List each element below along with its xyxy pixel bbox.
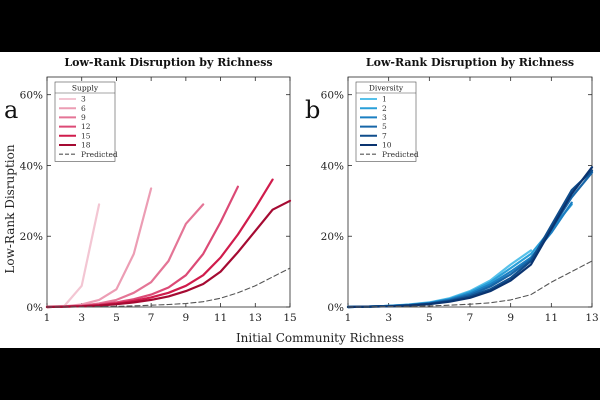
legend-entry-label: 1: [382, 95, 387, 104]
legend-entry-label: 9: [81, 113, 86, 122]
legend-entry-label: 12: [81, 122, 91, 131]
figure-panel: Low-Rank Disruption Initial Community Ri…: [0, 52, 600, 348]
y-tick-label: 20%: [321, 231, 344, 243]
y-axis-label: Low-Rank Disruption: [3, 144, 17, 273]
x-tick-label: 1: [44, 312, 51, 324]
y-tick-label: 0%: [26, 302, 43, 314]
chart-panel-b: Low-Rank Disruption by Richness b 0% 20% 40%…: [305, 56, 599, 324]
legend-title: Supply: [72, 84, 99, 93]
x-tick-label: 7: [467, 312, 474, 324]
series-line-12: [45, 185, 239, 309]
y-tick-label: 40%: [20, 160, 43, 172]
chart-panel-a: Low-Rank Disruption by Richness a 0% 20% 40%…: [4, 56, 297, 324]
series-line-10: [346, 166, 594, 309]
x-tick-label: 13: [585, 312, 598, 324]
series-line-9: [45, 203, 205, 309]
series-line-5: [346, 171, 594, 309]
x-tick-label: 11: [545, 312, 558, 324]
panel-letter: b: [305, 96, 320, 124]
x-tick-label: 3: [385, 312, 392, 324]
series-line-predicted: [347, 260, 593, 308]
legend-entry-label: 18: [81, 141, 91, 150]
legend-entry-label: Predicted: [382, 150, 419, 159]
legend-entry-label: 10: [382, 141, 392, 150]
y-tick-label: 40%: [321, 160, 344, 172]
legend-entry-label: 3: [382, 113, 387, 122]
plot-area-frame: [46, 76, 291, 308]
x-tick-label: 7: [148, 312, 155, 324]
legend-entry-label: 5: [382, 122, 387, 131]
series-line-3: [346, 201, 573, 309]
legend-entry-label: 7: [382, 131, 387, 140]
legend-entry-label: 6: [81, 104, 86, 113]
x-tick-label: 3: [78, 312, 85, 324]
series-line-predicted: [46, 267, 291, 308]
x-tick-label: 13: [249, 312, 262, 324]
y-tick-label: 20%: [20, 231, 43, 243]
legend-entry-label: 15: [81, 131, 91, 140]
x-tick-label: 15: [283, 312, 296, 324]
x-tick-label: 1: [345, 312, 352, 324]
x-tick-label: 5: [113, 312, 120, 324]
legend-entry-label: Predicted: [81, 150, 118, 159]
figure-svg: Low-Rank Disruption Initial Community Ri…: [3, 56, 599, 345]
x-tick-label: 11: [214, 312, 227, 324]
x-tick-label: 9: [507, 312, 514, 324]
series-line-7: [346, 169, 594, 309]
series-line-2: [346, 203, 573, 309]
legend-box: [54, 81, 116, 162]
chart-title: Low-Rank Disruption by Richness: [366, 56, 574, 69]
x-tick-label: 9: [183, 312, 190, 324]
legend-title: Diversity: [369, 84, 404, 93]
chart-title: Low-Rank Disruption by Richness: [64, 56, 272, 69]
x-axis-label: Initial Community Richness: [236, 331, 404, 345]
panel-letter: a: [4, 96, 18, 124]
series-line-3: [45, 203, 101, 309]
x-tick-label: 5: [426, 312, 433, 324]
y-tick-label: 60%: [321, 90, 344, 102]
legend-box: [355, 81, 417, 162]
legend-entry-label: 2: [382, 104, 387, 113]
y-tick-label: 0%: [327, 302, 344, 314]
y-tick-label: 60%: [20, 90, 43, 102]
series-line-18: [45, 199, 292, 309]
legend-entry-label: 3: [81, 95, 86, 104]
